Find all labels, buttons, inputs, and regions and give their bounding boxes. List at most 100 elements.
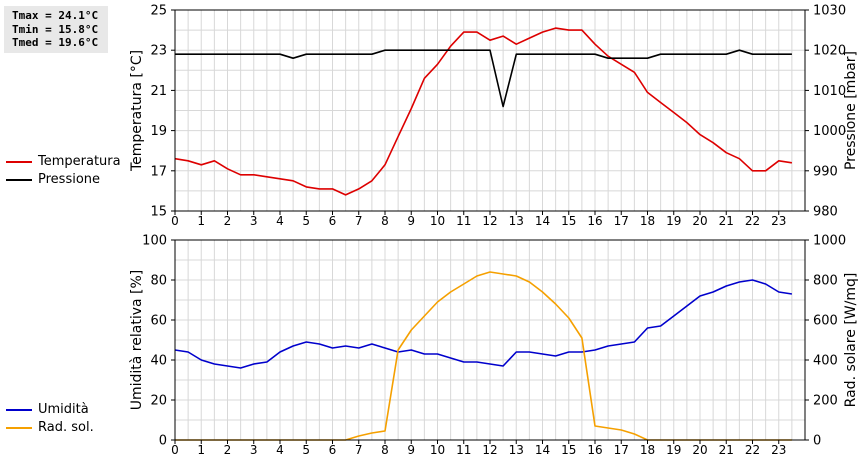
x-tick-label: 11 (456, 214, 471, 228)
y-left-tick-label: 80 (150, 274, 167, 289)
legend-label-umidita: Umidità (38, 402, 89, 417)
stats-box: Tmax = 24.1°C Tmin = 15.8°C Tmed = 19.6°… (4, 6, 108, 53)
y-left-tick-label: 20 (150, 394, 167, 409)
x-tick-label: 5 (302, 214, 310, 228)
x-tick-label: 20 (692, 214, 707, 228)
legend-item-radsol: Rad. sol. (6, 419, 94, 437)
legend-swatch-pressione (6, 179, 32, 181)
y-right-axis-label: Rad. solare [W/mq] (843, 273, 859, 408)
x-tick-label: 18 (640, 443, 655, 457)
y-left-tick-label: 21 (150, 84, 167, 99)
x-tick-label: 10 (430, 214, 445, 228)
x-tick-label: 2 (224, 214, 232, 228)
x-tick-label: 16 (587, 214, 602, 228)
legend-item-temperatura: Temperatura (6, 153, 121, 171)
x-tick-label: 22 (745, 443, 760, 457)
x-tick-label: 0 (171, 443, 179, 457)
x-tick-label: 6 (329, 214, 337, 228)
y-right-tick-label: 800 (813, 274, 838, 289)
legend-label-pressione: Pressione (38, 172, 101, 187)
x-tick-label: 17 (614, 214, 629, 228)
legend-item-pressione: Pressione (6, 171, 121, 189)
x-tick-label: 13 (509, 214, 524, 228)
y-right-tick-label: 600 (813, 314, 838, 329)
y-right-tick-label: 980 (813, 205, 838, 220)
x-tick-label: 15 (561, 214, 576, 228)
stat-tmed: Tmed = 19.6°C (12, 36, 99, 49)
x-tick-label: 3 (250, 443, 258, 457)
x-tick-label: 0 (171, 214, 179, 228)
y-left-tick-label: 23 (150, 44, 167, 59)
y-left-tick-label: 19 (150, 124, 167, 139)
legend-top: Temperatura Pressione (6, 153, 121, 189)
x-tick-label: 8 (381, 443, 389, 457)
x-tick-label: 12 (482, 443, 497, 457)
y-right-tick-label: 1000 (813, 234, 846, 249)
x-tick-label: 14 (535, 214, 550, 228)
y-left-tick-label: 0 (159, 434, 167, 449)
x-tick-label: 17 (614, 443, 629, 457)
y-left-axis-label: Temperatura [°C] (129, 50, 145, 172)
x-tick-label: 7 (355, 214, 363, 228)
chart-1: 0 1 2 3 4 5 6 7 8 9 10 11 12 13 14 15 16 17 18 19 20 21 22 2315… (129, 4, 859, 229)
legend-swatch-radsol (6, 427, 32, 429)
y-right-axis-label: Pressione [mbar] (843, 51, 859, 170)
y-right-tick-label: 1000 (813, 124, 846, 139)
stat-tmax: Tmax = 24.1°C (12, 9, 99, 22)
x-tick-label: 1 (197, 214, 205, 228)
x-tick-label: 14 (535, 443, 550, 457)
y-left-tick-label: 40 (150, 354, 167, 369)
y-left-tick-label: 17 (150, 164, 167, 179)
x-tick-label: 11 (456, 443, 471, 457)
stat-tmin: Tmin = 15.8°C (12, 22, 99, 36)
x-tick-label: 20 (692, 443, 707, 457)
x-tick-label: 23 (771, 214, 786, 228)
x-tick-label: 19 (666, 443, 681, 457)
x-tick-label: 21 (719, 443, 734, 457)
y-right-tick-label: 400 (813, 354, 838, 369)
y-right-tick-label: 1010 (813, 84, 846, 99)
x-tick-label: 6 (329, 443, 337, 457)
x-tick-label: 21 (719, 214, 734, 228)
x-tick-label: 23 (771, 443, 786, 457)
y-left-tick-label: 15 (150, 205, 167, 220)
series-line-pressione (175, 49, 792, 108)
y-right-tick-label: 1020 (813, 44, 846, 59)
y-left-axis-label: Umidità relativa [%] (129, 270, 145, 411)
x-tick-label: 4 (276, 214, 284, 228)
legend-label-radsol: Rad. sol. (38, 420, 94, 435)
legend-swatch-umidita (6, 409, 32, 411)
x-tick-label: 7 (355, 443, 363, 457)
x-tick-label: 12 (482, 214, 497, 228)
x-tick-label: 9 (407, 214, 415, 228)
x-tick-label: 5 (302, 443, 310, 457)
chart-2: 0 1 2 3 4 5 6 7 8 9 10 11 12 13 14 15 16 17 18 19 20 21 22 2302… (129, 234, 859, 458)
legend-swatch-temperatura (6, 161, 32, 163)
y-right-tick-label: 0 (813, 434, 821, 449)
y-right-tick-label: 990 (813, 164, 838, 179)
x-tick-label: 3 (250, 214, 258, 228)
legend-label-temperatura: Temperatura (38, 154, 121, 169)
x-tick-label: 1 (197, 443, 205, 457)
y-left-tick-label: 100 (142, 234, 167, 249)
x-tick-label: 22 (745, 214, 760, 228)
x-tick-label: 2 (224, 443, 232, 457)
x-tick-label: 15 (561, 443, 576, 457)
legend-item-umidita: Umidità (6, 401, 94, 419)
x-tick-label: 18 (640, 214, 655, 228)
y-left-tick-label: 60 (150, 314, 167, 329)
y-left-tick-label: 25 (150, 4, 167, 19)
x-tick-label: 10 (430, 443, 445, 457)
x-tick-label: 4 (276, 443, 284, 457)
series-line-umidit- (174, 279, 793, 369)
x-tick-label: 13 (509, 443, 524, 457)
x-tick-label: 9 (407, 443, 415, 457)
y-right-tick-label: 1030 (813, 4, 846, 19)
x-tick-label: 16 (587, 443, 602, 457)
x-tick-label: 19 (666, 214, 681, 228)
legend-bottom: Umidità Rad. sol. (6, 401, 94, 437)
x-tick-label: 8 (381, 214, 389, 228)
series-line-temperatura (174, 27, 793, 196)
y-right-tick-label: 200 (813, 394, 838, 409)
